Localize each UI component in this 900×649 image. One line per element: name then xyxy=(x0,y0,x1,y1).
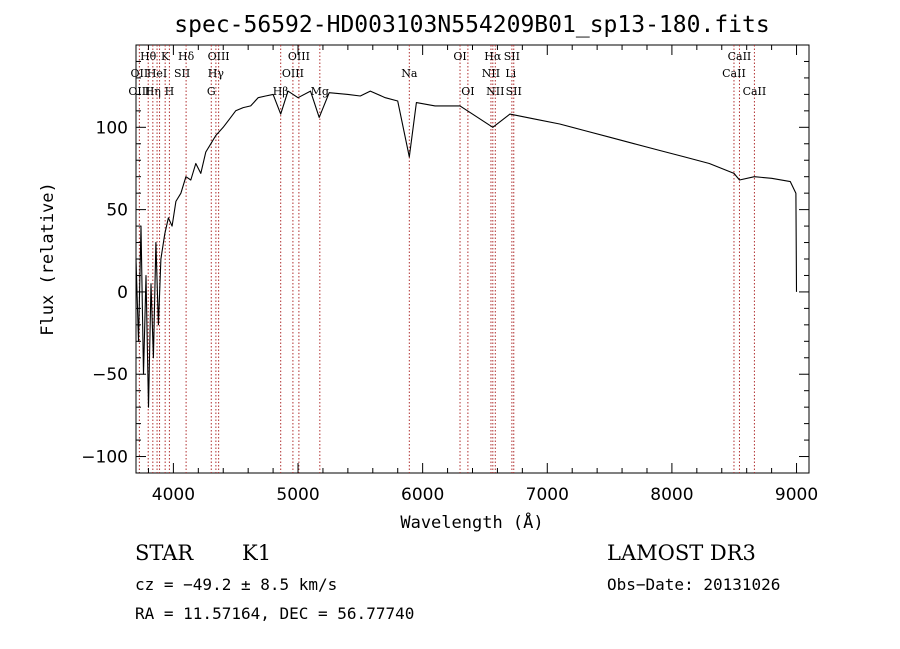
line-label: NII xyxy=(482,67,500,80)
subclass-label: K1 xyxy=(242,541,271,565)
y-tick-label: 100 xyxy=(96,118,128,138)
line-label: OI xyxy=(453,50,466,63)
line-label: H xyxy=(165,85,175,98)
x-axis-label: Wavelength (Å) xyxy=(400,511,543,533)
x-tick-label: 8000 xyxy=(650,485,693,505)
line-label: CaII xyxy=(728,50,752,63)
line-label: Hη xyxy=(145,85,161,98)
cz-readout: cz = −49.2 ± 8.5 km/s xyxy=(135,575,337,594)
line-label: Hδ xyxy=(178,50,195,63)
line-label: NII xyxy=(486,85,504,98)
line-label: CaII xyxy=(743,85,767,98)
line-label: SII xyxy=(174,67,190,80)
x-tick-label: 4000 xyxy=(152,485,195,505)
line-label: K xyxy=(161,50,170,63)
spectrum-series xyxy=(135,90,798,408)
line-label: CaII xyxy=(722,67,746,80)
class-label: STAR xyxy=(135,541,194,565)
line-label: OI xyxy=(461,85,474,98)
line-label: OIII xyxy=(128,85,150,98)
line-label: OIII xyxy=(288,50,310,63)
line-label: OIII xyxy=(282,67,304,80)
line-label: Li xyxy=(505,67,516,80)
line-label: SII xyxy=(504,50,520,63)
y-tick-label: 0 xyxy=(117,283,128,303)
spectrum-line xyxy=(135,90,798,408)
line-label: Hβ xyxy=(273,85,289,98)
line-label: SII xyxy=(506,85,522,98)
radec-readout: RA = 11.57164, DEC = 56.77740 xyxy=(135,604,414,623)
line-label: Hγ xyxy=(208,67,225,80)
line-markers xyxy=(138,45,755,473)
x-tick-label: 7000 xyxy=(526,485,569,505)
line-label: Hα xyxy=(484,50,502,63)
line-label: G xyxy=(207,85,216,98)
line-label: OIII xyxy=(208,50,230,63)
plot-frame xyxy=(135,44,810,474)
line-label: HeI xyxy=(147,67,167,80)
line-label: Hθ xyxy=(140,50,157,63)
x-tick-label: 6000 xyxy=(401,485,444,505)
line-marker-labels: OII OIII Hθ HeI Hη K H SII Hδ OIII Hγ G OIII OIII Hβ Mg… xyxy=(128,50,766,98)
line-label: Na xyxy=(401,67,418,80)
y-tick-label: −100 xyxy=(81,448,128,468)
survey-label: LAMOST DR3 xyxy=(607,541,756,565)
chart-title: spec-56592-HD003103N554209B01_sp13-180.f… xyxy=(174,12,769,38)
x-tick-label: 5000 xyxy=(276,485,319,505)
x-tick-label: 9000 xyxy=(775,485,818,505)
y-axis-label: Flux (relative) xyxy=(38,182,58,336)
line-label: Mg xyxy=(311,85,329,98)
y-tick-label: −50 xyxy=(92,365,128,385)
line-label: OII xyxy=(131,67,149,80)
y-tick-label: 50 xyxy=(106,201,128,221)
axis-ticks xyxy=(136,45,809,474)
axis-tick-labels: 4000 5000 6000 7000 8000 9000 −100 −50 0 50 100 xyxy=(81,118,818,505)
obs-date: Obs−Date: 20131026 xyxy=(607,575,780,594)
